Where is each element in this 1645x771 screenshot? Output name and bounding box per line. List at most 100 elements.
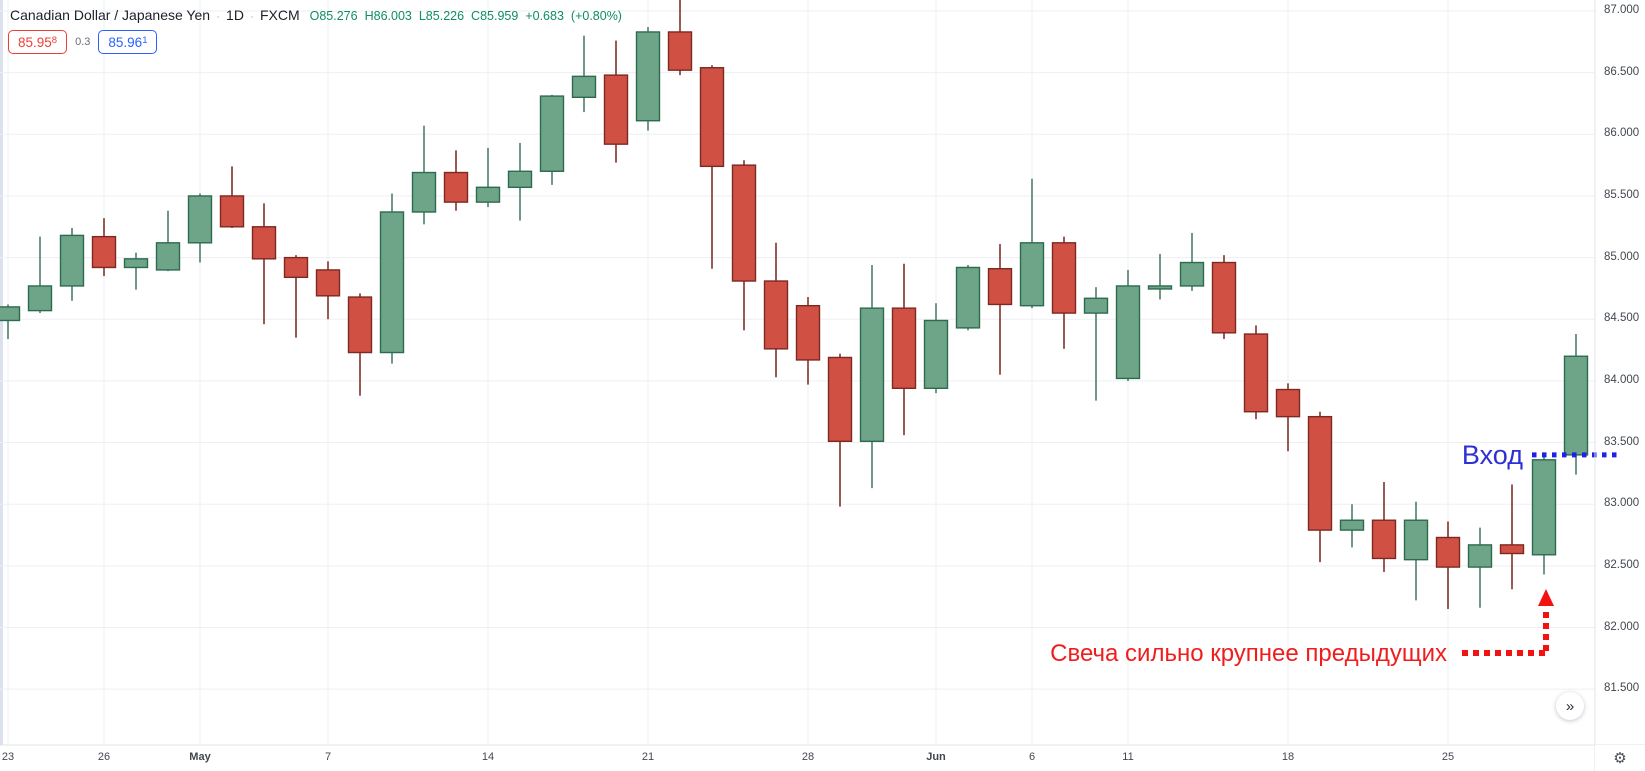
exchange-label: FXCM [259,7,300,23]
candle-body [699,67,725,168]
date-tick-label: 21 [641,751,655,763]
price-tick-label: 83.500 [1604,435,1640,448]
candle-body [667,31,693,71]
candle-body [923,319,949,389]
note-arrowhead-icon [1538,589,1554,606]
candle-body [603,74,629,145]
date-tick-label: 11 [1122,751,1134,763]
date-tick-label: 25 [1441,751,1455,763]
price-tick-label: 82.000 [1604,620,1640,633]
candle-body [1243,333,1269,413]
candle-body [1435,536,1461,568]
candle-body [1115,285,1141,380]
price-tick-label: 81.500 [1604,682,1640,695]
price-tick-label: 84.000 [1604,373,1640,386]
chevrons-right-icon: » [1565,697,1575,715]
candle-body [1179,261,1205,287]
candle-body [219,195,245,228]
date-tick-label: Jun [926,751,946,763]
candle-body [1403,519,1429,561]
open-value: O85.276 [309,9,358,23]
candle-body [187,195,213,244]
entry-annotation-label[interactable]: Вход [1461,440,1523,470]
candle-body [347,296,373,354]
price-tick-label: 82.500 [1604,558,1640,571]
symbol-title[interactable]: Canadian Dollar / Japanese Yen [10,7,211,23]
candle-body [1467,544,1493,568]
candle-body [1051,242,1077,314]
ohlc-values: O85.276 H86.003 L85.226 C85.959 +0.683 (… [310,9,629,23]
candle-body [59,234,85,287]
candle-body [411,171,437,213]
date-tick-label: 26 [97,751,111,763]
candle-body [1307,415,1333,531]
candle-body [1211,261,1237,334]
buy-price-button[interactable]: 85.961 [98,30,158,54]
candle-body [539,95,565,172]
price-tick-label: 85.000 [1604,250,1640,263]
candle-body [0,306,21,322]
candle-body [955,266,981,329]
candle-body [1531,459,1557,556]
quote-row: 85.958 0.3 85.961 [8,30,158,54]
scroll-to-latest-button[interactable]: » [1556,692,1584,720]
candle-body [1019,242,1045,307]
date-tick-label: 6 [1028,751,1036,763]
candle-body [123,258,149,269]
candle-body [891,307,917,389]
candle-body [507,170,533,189]
date-tick-label: 14 [481,751,495,763]
date-tick-label: 18 [1281,751,1295,763]
candle-body [1147,285,1173,290]
date-tick-label: 28 [801,751,815,763]
axis-settings-cell[interactable]: ⚙ [1595,745,1645,771]
interval-label[interactable]: 1D [226,7,244,23]
candle-body [379,211,405,354]
candle-body [827,356,853,443]
change-value: +0.683 [525,9,564,23]
candle-body [571,75,597,99]
price-tick-label: 87.000 [1604,4,1640,16]
date-tick-label: 7 [324,751,332,763]
candle-body [443,171,469,203]
separator-dot: · [249,9,254,23]
candle-body [1499,544,1525,555]
sell-price: 85.95 [18,35,52,50]
price-tick-label: 85.500 [1604,188,1640,201]
gear-icon[interactable]: ⚙ [1613,750,1627,767]
separator-dot: · [216,9,221,23]
price-axis[interactable]: 87.000 86.500 86.000 85.500 85.000 84.500 84.0… [1595,0,1645,745]
date-tick-label: May [189,751,211,763]
price-tick-label: 86.000 [1604,127,1640,140]
change-percent: (+0.80%) [570,9,622,23]
close-value: C85.959 [471,9,519,23]
candle-body [987,267,1013,306]
candle-body [27,285,53,312]
high-value: H86.003 [364,9,412,23]
candle-body [795,304,821,361]
candle-body [1083,297,1109,314]
buy-price-sup: 1 [142,35,148,46]
date-tick-label: 23 [1,751,15,763]
candle-body [1563,355,1589,456]
candle-body [763,280,789,350]
sell-price-sup: 8 [51,35,58,46]
spread-value: 0.3 [75,36,91,48]
candle-body [91,235,117,269]
candle-body [475,186,501,203]
big-candle-annotation-label[interactable]: Свеча сильно крупнее предыдущих [1050,640,1447,667]
price-tick-label: 86.500 [1604,65,1640,78]
candle-body [731,164,757,282]
candle-body [859,307,885,443]
price-tick-label: 83.000 [1604,497,1640,510]
candle-body [1275,388,1301,418]
low-value: L85.226 [418,9,465,23]
candle-body [1339,519,1365,531]
time-axis[interactable]: 23 26 May 7 14 21 28 Jun 6 11 18 25 [0,745,1645,771]
candle-body [315,269,341,297]
candle-body [283,256,309,279]
sell-price-button[interactable]: 85.958 [8,30,68,54]
chart-legend: Canadian Dollar / Japanese Yen · 1D · FX… [10,7,629,23]
